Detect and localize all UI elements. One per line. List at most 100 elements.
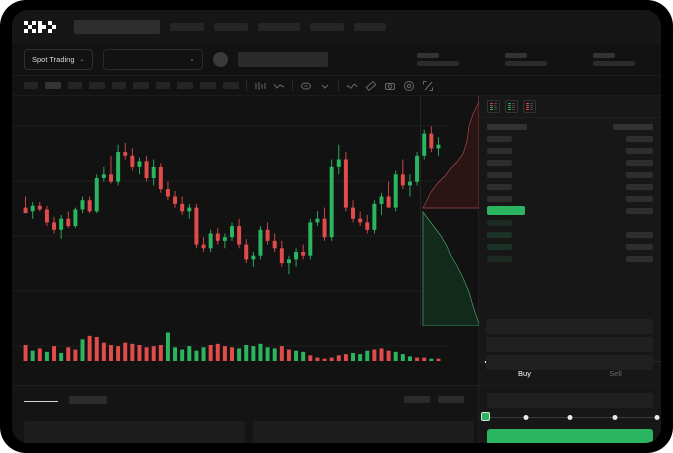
ask-price <box>626 183 653 190</box>
col-header-price <box>613 123 653 130</box>
interval-more[interactable] <box>223 82 239 89</box>
trading-mode-label: Spot Trading <box>32 55 75 64</box>
interval-1mo[interactable] <box>200 82 216 89</box>
ask-amount <box>487 147 512 154</box>
fullscreen-icon[interactable] <box>422 80 434 92</box>
depth-chart-svg <box>422 96 480 327</box>
ask-amount <box>487 135 512 142</box>
orderbook-view-asks[interactable] <box>523 100 536 113</box>
settings-icon[interactable] <box>403 80 415 92</box>
ask-price <box>626 195 653 202</box>
last-price-highlight <box>487 206 525 215</box>
ask-amount <box>487 195 512 202</box>
interval-15m[interactable] <box>68 82 82 89</box>
okx-logo[interactable] <box>24 21 58 33</box>
chart-toolbar <box>12 76 661 96</box>
ask-price <box>626 171 653 178</box>
tab-order-history-label <box>69 396 107 404</box>
tab-order-history[interactable] <box>69 396 107 404</box>
trading-mode-selector[interactable]: Spot Trading ⌄ <box>24 49 93 70</box>
stat-3-value <box>593 61 635 66</box>
interval-1d[interactable] <box>156 82 170 89</box>
price-field[interactable] <box>487 393 653 408</box>
bid-price <box>626 255 653 262</box>
spread-price <box>626 207 653 214</box>
interval-30m[interactable] <box>89 82 105 89</box>
camera-icon[interactable] <box>384 80 396 92</box>
order-book-panel: Buy Sell <box>478 96 661 385</box>
table-row[interactable] <box>487 254 653 263</box>
candlestick-icon[interactable] <box>254 80 266 92</box>
table-row[interactable] <box>487 170 653 179</box>
chevron-down-icon[interactable] <box>319 80 331 92</box>
avatar[interactable] <box>212 52 228 67</box>
interval-1h[interactable] <box>112 82 126 89</box>
stat-2 <box>505 53 547 66</box>
interval-4h[interactable] <box>133 82 149 89</box>
ask-price <box>626 135 653 142</box>
chart-gridlines <box>12 125 448 347</box>
slider-handle[interactable] <box>481 412 490 421</box>
nav-item-5[interactable] <box>354 23 386 31</box>
bid-amount <box>487 243 512 250</box>
bottom-panel-left[interactable] <box>24 421 245 443</box>
stat-1-label <box>417 53 439 58</box>
slider-stop-25[interactable] <box>523 414 528 420</box>
interval-5m[interactable] <box>45 82 61 89</box>
orderbook-view-both[interactable] <box>487 100 500 113</box>
table-row[interactable] <box>487 242 653 251</box>
toolbar-divider <box>246 80 247 91</box>
table-row[interactable] <box>487 218 653 227</box>
trading-pair-select[interactable]: ⌄ <box>102 49 203 70</box>
bottom-action-2[interactable] <box>438 396 464 403</box>
orderbook-view-bids[interactable] <box>505 100 518 113</box>
tab-sell[interactable]: Sell <box>570 362 661 385</box>
nav-item-4[interactable] <box>310 23 344 31</box>
bid-amount <box>487 219 512 226</box>
order-book-header <box>479 96 661 118</box>
stat-2-label <box>505 53 527 58</box>
nav-item-3[interactable] <box>258 23 300 31</box>
total-field[interactable] <box>486 337 653 352</box>
table-row[interactable] <box>487 146 653 155</box>
place-buy-order-button[interactable] <box>487 429 653 443</box>
toolbar-divider <box>292 80 293 91</box>
table-row[interactable] <box>487 230 653 239</box>
table-row[interactable] <box>487 134 653 143</box>
spread-row <box>487 206 653 215</box>
table-row[interactable] <box>487 182 653 191</box>
top-navigation-bar <box>12 10 661 44</box>
stat-1-value <box>417 61 459 66</box>
main-trading-area: Buy Sell <box>12 96 661 385</box>
bid-amount <box>487 255 512 262</box>
ruler-icon[interactable] <box>365 80 377 92</box>
pair-price-placeholder <box>237 52 328 67</box>
fee-field[interactable] <box>486 355 653 370</box>
table-row[interactable] <box>487 158 653 167</box>
ask-price <box>626 159 653 166</box>
interval-1m[interactable] <box>24 82 38 89</box>
interval-1w[interactable] <box>177 82 193 89</box>
nav-item-1[interactable] <box>170 23 204 31</box>
bottom-action-1[interactable] <box>404 396 430 403</box>
bid-price <box>626 243 653 250</box>
order-book-rows[interactable] <box>479 118 661 361</box>
line-chart-icon[interactable] <box>273 80 285 92</box>
bottom-panel-right[interactable] <box>253 421 474 443</box>
amount-field[interactable] <box>486 319 653 334</box>
ask-amount <box>487 171 512 178</box>
bid-price <box>626 231 653 238</box>
price-candlestick-chart[interactable] <box>12 96 478 385</box>
order-form-fields <box>479 388 661 408</box>
bottom-panel <box>12 385 661 443</box>
ask-price <box>626 147 653 154</box>
slider-stop-50[interactable] <box>567 414 573 420</box>
amount-slider[interactable] <box>481 411 660 425</box>
slider-stop-75[interactable] <box>612 414 617 420</box>
search-input[interactable] <box>74 20 160 34</box>
slider-stop-100[interactable] <box>654 414 660 420</box>
table-row[interactable] <box>487 194 653 203</box>
indicator-icon[interactable] <box>300 80 312 92</box>
wave-icon[interactable] <box>346 80 358 92</box>
nav-item-2[interactable] <box>214 23 248 31</box>
